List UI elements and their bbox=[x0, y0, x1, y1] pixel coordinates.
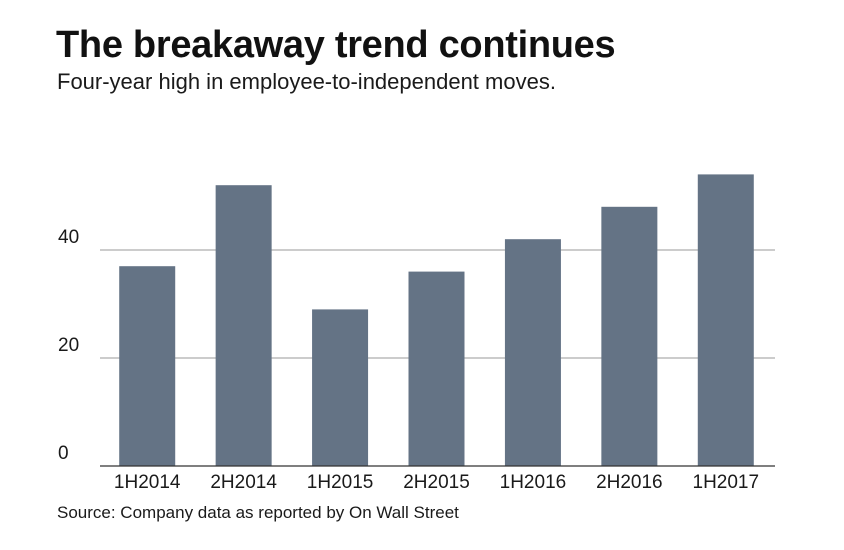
x-category-label: 1H2014 bbox=[114, 472, 181, 493]
bar-2H2014 bbox=[215, 185, 272, 466]
y-tick-label: 40 bbox=[58, 227, 79, 248]
y-tick-label: 0 bbox=[58, 443, 69, 464]
x-axis-category-labels: 1H2014 2H2014 1H2015 2H2015 1H2016 2H2016 1H20… bbox=[114, 472, 759, 493]
x-category-label: 2H2016 bbox=[596, 472, 663, 493]
y-axis-tick-labels: 0 20 40 bbox=[58, 227, 79, 464]
x-category-label: 1H2015 bbox=[307, 472, 374, 493]
bar-2H2016 bbox=[601, 206, 658, 467]
x-category-label: 1H2017 bbox=[693, 472, 760, 493]
chart-title: The breakaway trend continues bbox=[56, 24, 616, 66]
bar-chart: 0 20 40 1H2014 2H2014 1H2015 2H2015 1H2016 2H20… bbox=[58, 174, 775, 493]
x-category-label: 1H2016 bbox=[500, 472, 567, 493]
bar-2H2015 bbox=[408, 271, 465, 466]
chart-subtitle: Four-year high in employee-to-independen… bbox=[57, 69, 556, 94]
bar-1H2015 bbox=[312, 309, 369, 466]
bar-1H2016 bbox=[504, 239, 561, 466]
source-note: Source: Company data as reported by On W… bbox=[57, 503, 459, 522]
bar-1H2017 bbox=[697, 174, 754, 466]
x-category-label: 2H2014 bbox=[210, 472, 277, 493]
y-tick-label: 20 bbox=[58, 335, 79, 356]
bars bbox=[119, 174, 754, 467]
x-category-label: 2H2015 bbox=[403, 472, 470, 493]
bar-1H2014 bbox=[119, 266, 176, 466]
